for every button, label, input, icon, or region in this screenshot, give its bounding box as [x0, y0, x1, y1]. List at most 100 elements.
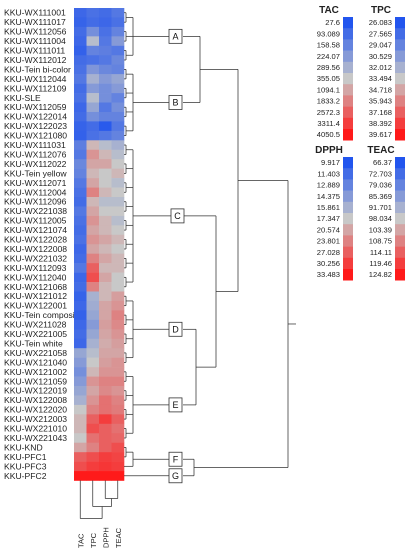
- row-label: KKU-Tein white: [4, 338, 63, 348]
- legend-swatch: [343, 73, 353, 85]
- legend-value: 33.494: [369, 74, 392, 83]
- heatmap-cell: [74, 130, 87, 141]
- heatmap-cell: [74, 187, 87, 198]
- legend-value: 289.56: [317, 63, 340, 72]
- row-label: KKU-WX112040: [4, 272, 67, 282]
- row-label: KKU-KND: [4, 442, 43, 452]
- heatmap-cell: [99, 45, 112, 56]
- heatmap-cell: [74, 83, 87, 94]
- legend-value: 3311.4: [317, 119, 340, 128]
- heatmap-cell: [111, 263, 125, 273]
- row-label: KKU-WX121040: [4, 357, 67, 367]
- heatmap-cell: [74, 36, 87, 47]
- legend-title: DPPH: [315, 145, 343, 156]
- row-label: KKU-WX112096: [4, 197, 67, 207]
- row-label: KKU-WX121068: [4, 282, 67, 292]
- row-label: KKU-WX111031: [4, 140, 66, 150]
- heatmap-cell: [74, 386, 87, 396]
- legend-swatch: [395, 39, 405, 51]
- heatmap-cell: [99, 291, 112, 302]
- row-label: KKU-WX112076: [4, 149, 67, 159]
- legend-swatch: [395, 224, 405, 236]
- legend-value: 72.703: [369, 169, 392, 178]
- row-label: KKU-WX112044: [4, 74, 67, 84]
- heatmap-cell: [99, 253, 112, 264]
- row-label: KKU-WX221058: [4, 348, 67, 358]
- heatmap-cell: [74, 8, 87, 18]
- heatmap-cell: [111, 395, 125, 406]
- heatmap-cell: [99, 357, 112, 368]
- row-label: KKU-WX212003: [4, 414, 67, 424]
- legend-swatch: [395, 157, 405, 169]
- row-label: KKU-WX221038: [4, 206, 67, 216]
- heatmap-cell: [74, 102, 87, 113]
- heatmap-cell: [86, 376, 100, 387]
- legend-value: 23.801: [317, 237, 340, 246]
- legend-swatch: [343, 213, 353, 225]
- legend-tpc: TPC 26.083 27.565 29.047 30.529 32.012 33.494 3…: [369, 5, 405, 141]
- legend-swatch: [343, 257, 353, 270]
- heatmap-cell: [111, 471, 125, 481]
- heatmap-cell: [86, 253, 100, 264]
- legend-value: 26.083: [369, 18, 392, 27]
- heatmap-cell: [86, 8, 100, 18]
- heatmap-cell: [74, 149, 87, 160]
- heatmap-cell: [99, 461, 112, 472]
- heatmap-cell: [99, 234, 112, 245]
- heatmap-cell: [111, 45, 125, 56]
- legend-swatch: [395, 201, 405, 214]
- heatmap-cell: [111, 461, 125, 472]
- heatmap-cell: [111, 386, 125, 396]
- heatmap-cell: [86, 102, 100, 113]
- heatmap-cell: [86, 263, 100, 273]
- heatmap-cell: [111, 433, 125, 443]
- heatmap-cell: [86, 423, 100, 434]
- heatmap-cell: [99, 197, 112, 207]
- row-label: KKU-WX121002: [4, 367, 67, 377]
- row-label: KKU-WX122020: [4, 405, 67, 415]
- heatmap-cell: [74, 300, 87, 311]
- cluster-marker-label: B: [172, 98, 178, 108]
- heatmap-cell: [74, 111, 87, 122]
- heatmap-cell: [86, 225, 100, 236]
- column-label: TEAC: [114, 527, 123, 548]
- heatmap-cell: [86, 206, 100, 217]
- legend-swatch: [343, 106, 353, 119]
- legend-swatch: [395, 28, 405, 40]
- heatmap-cell: [111, 168, 125, 179]
- heatmap-cell: [86, 367, 100, 377]
- heatmap-cell: [74, 423, 87, 434]
- heatmap-cell: [86, 130, 100, 141]
- heatmap-cell: [74, 404, 87, 415]
- legend-value: 15.861: [317, 203, 340, 212]
- legend-value: 355.05: [317, 74, 340, 83]
- row-label: KKU-WX111017: [4, 17, 66, 27]
- legend-value: 37.168: [369, 108, 392, 117]
- heatmap-cell: [111, 197, 125, 207]
- heatmap-cell: [111, 348, 125, 358]
- heatmap-cell: [74, 244, 87, 254]
- heatmap-cell: [111, 215, 125, 226]
- heatmap-cell: [74, 64, 87, 75]
- legend-value: 39.617: [369, 130, 392, 139]
- heatmap-cell: [99, 329, 112, 340]
- heatmap-cell: [99, 319, 112, 330]
- legend-swatch: [343, 117, 353, 130]
- legend-swatch: [395, 168, 405, 180]
- row-label: KKU-WX112071: [4, 178, 67, 188]
- heatmap-cell: [99, 282, 112, 292]
- heatmap-cell: [74, 159, 87, 169]
- legend-value: 9.917: [321, 158, 340, 167]
- legend-swatch: [343, 39, 353, 51]
- legend-swatch: [343, 61, 353, 74]
- heatmap-cell: [86, 17, 100, 28]
- row-label: KKU-WX112109: [4, 83, 67, 93]
- heatmap-cell: [86, 93, 100, 103]
- column-dendrogram: [79, 480, 119, 519]
- heatmap-cell: [86, 74, 100, 84]
- cluster-marker-label: F: [173, 454, 179, 464]
- row-label: KKU-WX122008: [4, 244, 67, 254]
- heatmap-cell: [86, 149, 100, 160]
- heatmap-cell: [86, 300, 100, 311]
- heatmap-cell: [99, 130, 112, 141]
